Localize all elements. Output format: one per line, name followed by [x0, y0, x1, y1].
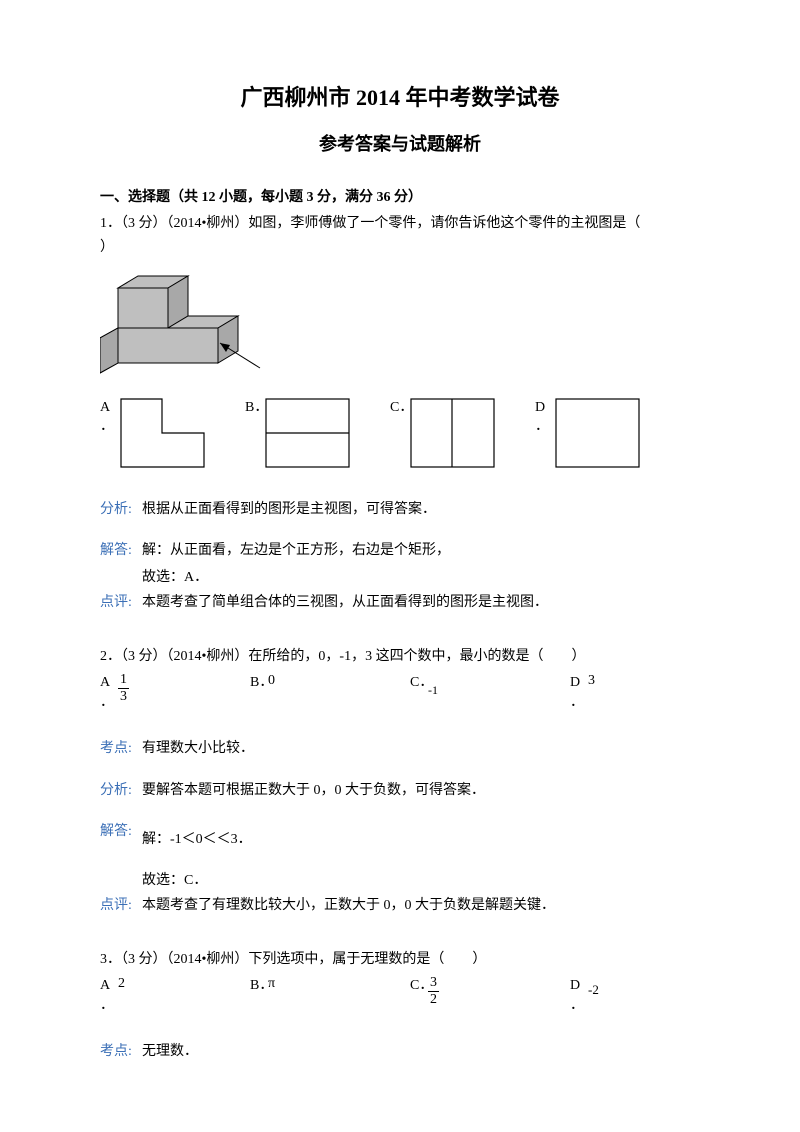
q1-options: A ． B． C． D ． — [100, 398, 700, 473]
option-value: 32 — [424, 976, 439, 1007]
rect-hsplit-icon — [265, 398, 350, 473]
exam-page: 广西柳州市 2014 年中考数学试卷 参考答案与试题解析 一、选择题（共 12 … — [0, 0, 800, 1106]
topic-text: 有理数大小比较． — [142, 736, 700, 761]
q2-option-a: A． 13 — [100, 673, 250, 712]
option-label: A ． — [100, 398, 114, 437]
solution-tag: 解答: — [100, 819, 142, 852]
q3-option-d: D． -2 — [570, 976, 599, 1015]
option-label: B． — [245, 398, 259, 418]
option-value: 13 — [114, 673, 129, 704]
q1-option-c: C． — [390, 398, 495, 473]
q1-solution: 解答: 解：从正面看，左边是个正方形，右边是个矩形， — [100, 538, 700, 563]
analysis-tag: 分析: — [100, 497, 142, 522]
fraction-3-2: 32 — [428, 976, 439, 1007]
option-label: A． — [100, 673, 114, 712]
q3-option-a: A． 2 — [100, 976, 250, 1015]
option-label: D ． — [535, 398, 549, 437]
option-label: C． — [410, 673, 424, 693]
q3-option-b: B． π — [250, 976, 410, 1015]
q3-option-c: C． 32 — [410, 976, 570, 1015]
solution-tag: 解答: — [100, 538, 142, 563]
q1-option-d: D ． — [535, 398, 640, 473]
q1-3d-figure — [100, 268, 700, 388]
option-label: B． — [250, 673, 264, 693]
solution-text-1: 解：-1＜0＜＜3． — [142, 819, 700, 852]
option-value: 3 — [584, 673, 595, 689]
q2-stem: 2．（3 分）（2014•柳州）在所给的，0，-1，3 这四个数中，最小的数是（… — [100, 645, 700, 669]
rect-vsplit-icon — [410, 398, 495, 473]
section-1-title: 一、选择题（共 12 小题，每小题 3 分，满分 36 分） — [100, 186, 700, 206]
q3-topic: 考点: 无理数． — [100, 1039, 700, 1064]
q2-comment: 点评: 本题考查了有理数比较大小，正数大于 0，0 大于负数是解题关键． — [100, 893, 700, 918]
comment-text: 本题考查了简单组合体的三视图，从正面看得到的图形是主视图． — [142, 590, 700, 615]
topic-text: 无理数． — [142, 1039, 700, 1064]
q2-analysis: 分析: 要解答本题可根据正数大于 0，0 大于负数，可得答案． — [100, 778, 700, 803]
q2-solution: 解答: 解：-1＜0＜＜3． — [100, 819, 700, 852]
comment-tag: 点评: — [100, 893, 142, 918]
option-value: -2 — [584, 976, 599, 998]
option-value: 0 — [264, 673, 275, 689]
q2-option-b: B． 0 — [250, 673, 410, 712]
square-icon — [555, 398, 640, 473]
fraction-1-3: 13 — [118, 673, 129, 704]
comment-tag: 点评: — [100, 590, 142, 615]
comment-text: 本题考查了有理数比较大小，正数大于 0，0 大于负数是解题关键． — [142, 893, 700, 918]
topic-tag: 考点: — [100, 1039, 142, 1064]
q1-option-a: A ． — [100, 398, 205, 473]
q3-options: A． 2 B． π C． 32 D． -2 — [100, 976, 700, 1015]
option-label: A． — [100, 976, 114, 1015]
l-block-3d-icon — [100, 268, 270, 383]
option-value: 2 — [114, 976, 125, 992]
solution-text-2: 故选：A． — [100, 565, 700, 590]
q3-stem: 3．（3 分）（2014•柳州）下列选项中，属于无理数的是（ ） — [100, 948, 700, 972]
q2-option-c: C． -1 — [410, 673, 570, 712]
option-label: D． — [570, 673, 584, 712]
q2-topic: 考点: 有理数大小比较． — [100, 736, 700, 761]
option-value: -1 — [424, 673, 438, 698]
option-label: C． — [390, 398, 404, 418]
topic-tag: 考点: — [100, 736, 142, 761]
q1-comment: 点评: 本题考查了简单组合体的三视图，从正面看得到的图形是主视图． — [100, 590, 700, 615]
l-shape-icon — [120, 398, 205, 473]
option-label: D． — [570, 976, 584, 1015]
q1-stem-line2: ） — [100, 236, 700, 260]
solution-text-2: 故选：C． — [100, 868, 700, 893]
q1-analysis: 分析: 根据从正面看得到的图形是主视图，可得答案． — [100, 497, 700, 522]
q1-stem-line1: 1．（3 分）（2014•柳州）如图，李师傅做了一个零件，请你告诉他这个零件的主… — [100, 212, 700, 236]
main-title: 广西柳州市 2014 年中考数学试卷 — [100, 80, 700, 112]
option-label: C． — [410, 976, 424, 996]
solution-text-1: 解：从正面看，左边是个正方形，右边是个矩形， — [142, 538, 700, 563]
option-label: B． — [250, 976, 264, 996]
option-value: π — [264, 976, 275, 992]
subtitle: 参考答案与试题解析 — [100, 130, 700, 156]
q2-options: A． 13 B． 0 C． -1 D． 3 — [100, 673, 700, 712]
q1-option-b: B． — [245, 398, 350, 473]
analysis-tag: 分析: — [100, 778, 142, 803]
analysis-text: 要解答本题可根据正数大于 0，0 大于负数，可得答案． — [142, 778, 700, 803]
analysis-text: 根据从正面看得到的图形是主视图，可得答案． — [142, 497, 700, 522]
q2-option-d: D． 3 — [570, 673, 595, 712]
